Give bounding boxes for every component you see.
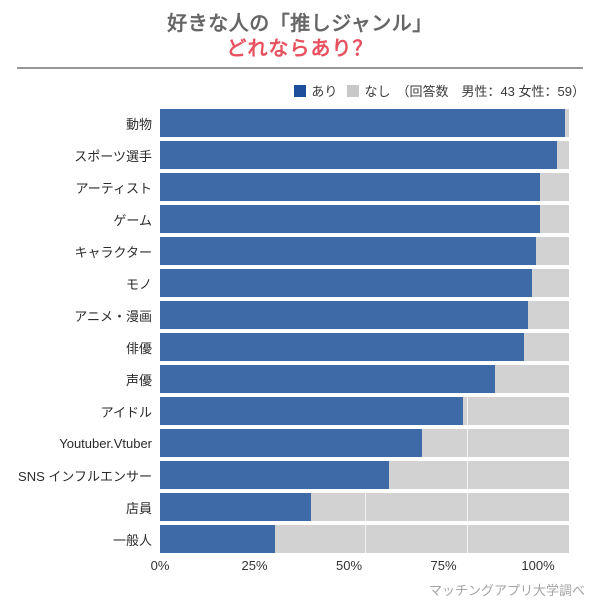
bar-row: アニメ・漫画 <box>0 299 569 331</box>
category-label: スポーツ選手 <box>74 148 152 164</box>
bar-fill <box>160 333 524 361</box>
footer-source: マッチングアプリ大学調べ <box>428 583 585 598</box>
x-axis-tick: 75% <box>430 558 457 573</box>
gridline <box>466 427 468 459</box>
bar-track <box>160 139 569 171</box>
bar-track <box>160 459 569 491</box>
bar-row: モノ <box>0 267 569 299</box>
bar-fill <box>160 525 275 553</box>
x-axis-tick: 0% <box>150 558 170 573</box>
chart-legend: あり なし （回答数 男性：43 女性：59） <box>0 81 585 100</box>
bar-row: 声優 <box>0 363 569 395</box>
gridline <box>466 459 468 491</box>
bar-row: アイドル <box>0 395 569 427</box>
bar-track <box>160 107 569 139</box>
bar-fill <box>160 397 463 425</box>
category-label: 動物 <box>125 116 152 132</box>
bar-track <box>160 363 569 395</box>
bar-chart: 動物 スポーツ選手 アーティスト ゲーム キャラクター モノ ア <box>0 107 600 575</box>
category-label: モノ <box>125 276 152 292</box>
category-label: アイドル <box>100 404 152 420</box>
category-label: 店員 <box>125 500 152 516</box>
bar-row: アーティスト <box>0 171 569 203</box>
gridline <box>364 491 366 523</box>
x-axis: 0% 25% 50% 75% 100% <box>151 558 555 575</box>
bar-fill <box>160 237 537 265</box>
bar-row: ゲーム <box>0 203 569 235</box>
legend-respondents-note: （回答数 男性：43 女性：59） <box>396 84 585 99</box>
category-label: 俳優 <box>125 340 152 356</box>
bar-fill <box>160 429 422 457</box>
bar-row: SNS インフルエンサー <box>0 459 569 491</box>
bar-fill <box>160 205 541 233</box>
bar-row: 俳優 <box>0 331 569 363</box>
category-label: アニメ・漫画 <box>74 308 152 324</box>
x-axis-tick: 25% <box>241 558 268 573</box>
bar-row: キャラクター <box>0 235 569 267</box>
bar-row: Youtuber.Vtuber <box>0 427 569 459</box>
bar-row: 店員 <box>0 491 569 523</box>
gridline <box>364 523 366 555</box>
category-label: 声優 <box>125 372 152 388</box>
bar-fill <box>160 173 541 201</box>
bar-track <box>160 267 569 299</box>
bar-track <box>160 299 569 331</box>
bar-fill <box>160 141 557 169</box>
gridline <box>466 395 468 427</box>
bar-track <box>160 491 569 523</box>
bar-fill <box>160 461 390 489</box>
bar-track <box>160 395 569 427</box>
category-label: 一般人 <box>112 532 152 548</box>
gridline <box>466 523 468 555</box>
bar-fill <box>160 109 565 137</box>
category-label: Youtuber.Vtuber <box>59 435 152 451</box>
bar-track <box>160 331 569 363</box>
legend-no-label: なし <box>364 84 391 99</box>
x-axis-tick: 100% <box>521 558 555 573</box>
legend-yes-label: あり <box>311 84 338 99</box>
bar-fill <box>160 301 529 329</box>
page-title-line2: どれならあり？ <box>226 38 374 60</box>
bar-track <box>160 427 569 459</box>
page-title: 好きな人の「推しジャンル」 どれならあり？ <box>0 0 600 62</box>
category-label: ゲーム <box>113 212 152 228</box>
bar-track <box>160 171 569 203</box>
legend-yes-swatch-icon <box>294 84 307 97</box>
category-label: キャラクター <box>74 244 152 260</box>
page-title-line1: 好きな人の「推しジャンル」 <box>167 13 433 35</box>
bar-row: 一般人 <box>0 523 569 555</box>
bar-row: 動物 <box>0 107 569 139</box>
bar-fill <box>160 269 533 297</box>
bar-track <box>160 523 569 555</box>
bar-rows: 動物 スポーツ選手 アーティスト ゲーム キャラクター モノ ア <box>0 107 569 555</box>
bar-track <box>160 203 569 235</box>
category-label: SNS インフルエンサー <box>18 468 152 484</box>
bar-track <box>160 235 569 267</box>
bar-fill <box>160 365 496 393</box>
legend-no-swatch-icon <box>347 84 360 97</box>
header-divider <box>17 67 583 69</box>
bar-fill <box>160 493 312 521</box>
category-label: アーティスト <box>75 180 152 196</box>
gridline <box>466 491 468 523</box>
bar-row: スポーツ選手 <box>0 139 569 171</box>
x-axis-tick: 50% <box>335 558 363 573</box>
